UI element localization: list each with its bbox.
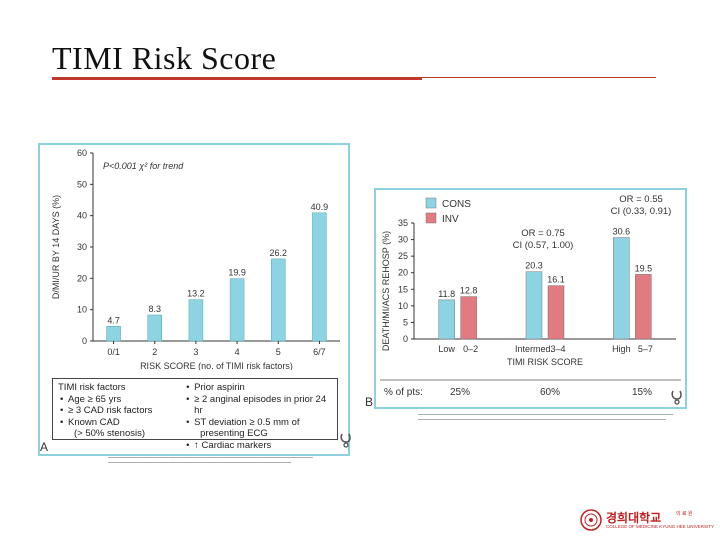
university-seal-icon <box>580 509 602 531</box>
x-tick-sublabel: 3–4 <box>550 344 565 354</box>
x-tick-label: Low <box>438 344 455 354</box>
risk-factor-item: Age ≥ 65 yrs <box>58 394 184 406</box>
stethoscope-icon <box>671 390 682 405</box>
chart-a: 0 10 20 30 40 50 60 4.7 0/1 8.3 2 13.2 3 19.9 4 26.2 5 40… <box>51 148 340 370</box>
legend-swatch <box>425 212 437 224</box>
risk-factor-item: ≥ 2 anginal episodes in prior 24 hr <box>184 394 332 417</box>
bar <box>312 212 327 342</box>
x-tick-label: 3 <box>193 347 198 357</box>
chart-annotation: P<0.001 χ² for trend <box>103 161 184 171</box>
pct-value: 15% <box>632 387 652 398</box>
data-label: 40.9 <box>311 202 329 212</box>
source-note-a: ━━━━━━━━━━━━━━━━━━━━━━━━━━━━━━━━━━━━━━━━… <box>108 455 313 465</box>
title-underline-thin <box>422 77 656 78</box>
bar <box>613 237 630 340</box>
bar <box>147 314 162 342</box>
risk-factors-box: TIMI risk factors Age ≥ 65 yrs ≥ 3 CAD r… <box>52 378 338 451</box>
x-tick-label: High <box>612 344 631 354</box>
data-label: 8.3 <box>148 304 161 314</box>
panel-letter-b: B <box>365 395 374 409</box>
risk-factor-item: Prior aspirin <box>184 382 332 394</box>
pct-row-label: % of pts: <box>384 387 423 398</box>
x-tick-sublabel: 0–2 <box>463 344 478 354</box>
y-tick-label: 10 <box>77 305 87 315</box>
x-tick-label: Intermed. <box>515 344 553 354</box>
risk-factor-item: ↑ Cardiac markers <box>184 440 332 452</box>
legend-label: CONS <box>442 199 471 210</box>
data-label: 19.9 <box>228 268 246 278</box>
risk-factor-item: ≥ 3 CAD risk factors <box>58 405 184 417</box>
bar <box>438 299 455 340</box>
bar <box>635 274 652 340</box>
x-tick-label: 0/1 <box>107 347 120 357</box>
page-title: TIMI Risk Score <box>52 40 277 76</box>
x-axis-label: RISK SCORE (no. of TIMI risk factors) <box>140 361 293 370</box>
y-axis-label: D/MI/UR BY 14 DAYS (%) <box>51 195 61 299</box>
y-tick-label: 0 <box>403 334 408 344</box>
x-tick-label: 5 <box>276 347 281 357</box>
bar <box>547 285 565 340</box>
chart-b: 0 5 10 15 20 25 30 35 11.8 12.8 Low 0–2 20.3 16.1 Inte… <box>380 194 681 398</box>
source-note-b: ━━━━━━━━━━━━━━━━━━━━━━━━━━━━━━━━━━━━━━━━… <box>418 412 674 422</box>
bar <box>106 326 121 342</box>
legend-swatch <box>425 197 437 209</box>
x-tick-label: 6/7 <box>313 347 326 357</box>
university-logo-sub: COLLEGE OF MEDICINE KYUNG HEE UNIVERSITY <box>606 524 715 529</box>
y-tick-label: 30 <box>77 242 87 252</box>
bar <box>271 258 286 342</box>
data-label: 20.3 <box>525 261 543 271</box>
university-logo-name: 경희대학교 <box>606 511 662 525</box>
x-tick-label: 4 <box>235 347 240 357</box>
y-axis-label: DEATH/MI/ACS REHOSP (%) <box>381 231 391 351</box>
x-tick-label: 2 <box>152 347 157 357</box>
y-tick-label: 30 <box>398 235 408 245</box>
confidence-interval-label: CI (0.33, 0.91) <box>611 206 672 217</box>
x-axis-label: TIMI RISK SCORE <box>507 357 583 367</box>
y-tick-label: 35 <box>398 218 408 228</box>
risk-factor-item: (> 50% stenosis) <box>74 428 146 439</box>
y-tick-label: 5 <box>403 317 408 327</box>
y-tick-label: 60 <box>77 148 87 158</box>
y-tick-label: 25 <box>398 251 408 261</box>
pct-value: 25% <box>450 387 470 398</box>
data-label: 11.8 <box>438 289 455 299</box>
data-label: 13.2 <box>187 289 205 299</box>
data-label: 30.6 <box>613 227 631 237</box>
risk-factor-item: Known CAD <box>58 417 184 429</box>
y-tick-label: 20 <box>77 273 87 283</box>
risk-factor-item: presenting ECG <box>200 428 268 439</box>
bar <box>229 278 245 342</box>
y-tick-label: 10 <box>398 301 408 311</box>
x-tick-sublabel: 5–7 <box>638 344 653 354</box>
university-logo-side: 의 료 원 <box>676 511 693 517</box>
pct-value: 60% <box>540 387 560 398</box>
data-label: 4.7 <box>107 315 120 325</box>
y-tick-label: 0 <box>82 336 87 346</box>
y-tick-label: 20 <box>398 268 408 278</box>
data-label: 12.8 <box>460 286 478 296</box>
y-tick-label: 40 <box>77 211 87 221</box>
legend-label: INV <box>442 214 459 225</box>
risk-factor-item: ST deviation ≥ 0.5 mm of <box>184 417 332 429</box>
bar <box>460 296 477 340</box>
data-label: 16.1 <box>547 275 565 285</box>
y-tick-label: 15 <box>398 284 408 294</box>
panel-letter-a: A <box>40 440 49 454</box>
confidence-interval-label: CI (0.57, 1.00) <box>513 240 574 251</box>
odds-ratio-label: OR = 0.75 <box>521 228 565 239</box>
y-tick-label: 50 <box>77 179 87 189</box>
bar <box>525 271 543 340</box>
data-label: 19.5 <box>635 263 653 273</box>
bar <box>188 299 204 342</box>
data-label: 26.2 <box>269 248 287 258</box>
risk-factors-heading: TIMI risk factors <box>58 382 126 393</box>
odds-ratio-label: OR = 0.55 <box>619 194 663 205</box>
title-underline <box>52 77 422 80</box>
stethoscope-icon <box>340 433 351 448</box>
